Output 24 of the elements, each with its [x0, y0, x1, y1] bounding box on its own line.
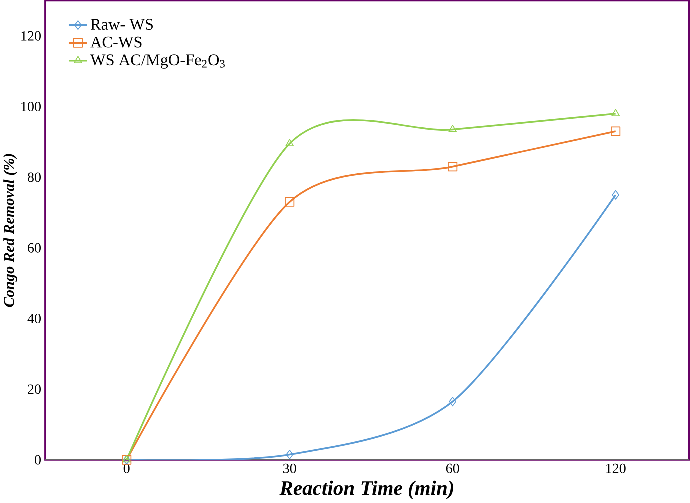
- x-axis-title: Reaction Time (min): [280, 480, 454, 500]
- y-tick-label: 20: [28, 384, 41, 394]
- point: [286, 139, 294, 146]
- y-tick-label: 80: [28, 172, 41, 182]
- legend-label: AC-WS: [90, 36, 142, 48]
- y-axis-title: Congo Red Removal (%): [4, 154, 18, 308]
- point: [286, 450, 294, 460]
- point: [448, 162, 458, 172]
- legend-label: WS AC/MgO-Fe$_{2}$O$_{3}$: [90, 54, 225, 69]
- point: [611, 126, 621, 136]
- point: [612, 190, 620, 200]
- y-tick-label: 40: [28, 314, 41, 324]
- x-tick-label: 60: [446, 464, 460, 474]
- y-tick-label: 0: [35, 455, 41, 465]
- point: [285, 197, 295, 207]
- point: [448, 124, 458, 132]
- legend-label: Raw- WS: [90, 19, 153, 30]
- point: [612, 109, 620, 116]
- x-tick-label: 120: [606, 464, 626, 474]
- y-tick-label: 120: [22, 31, 41, 41]
- x-tick-label: 30: [283, 464, 296, 474]
- y-tick-label: 60: [28, 243, 41, 253]
- point: [449, 397, 457, 407]
- y-tick-label: 100: [22, 102, 41, 112]
